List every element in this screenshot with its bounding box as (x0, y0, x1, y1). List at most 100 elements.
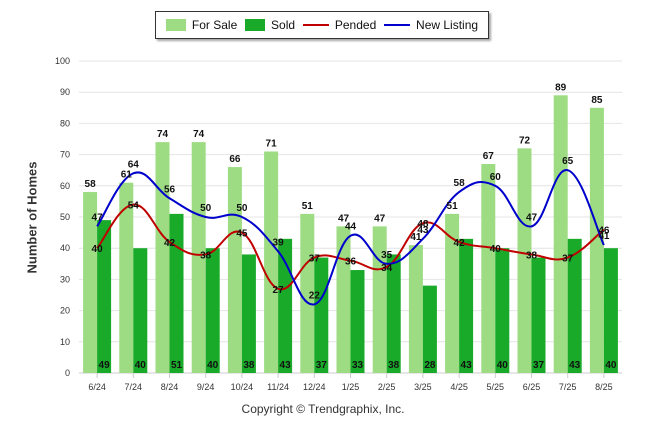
sold-bar (386, 254, 401, 373)
pended-value-label: 40 (92, 244, 104, 255)
for-sale-bar (191, 142, 206, 373)
sold-value-label: 40 (605, 360, 617, 371)
x-axis-ticks: 6/24 7/24 8/24 9/24 10/24 11/24 12/24 1/25 2/25 3… (88, 373, 613, 392)
x-tick-label: 2/25 (378, 382, 396, 392)
sold-value-label: 33 (352, 360, 364, 371)
pended-value-label: 42 (164, 238, 176, 249)
pended-value-label: 42 (454, 238, 466, 249)
sold-bar (97, 220, 112, 373)
new-listing-value-label: 58 (454, 178, 466, 189)
sold-value-label: 38 (243, 360, 255, 371)
for-sale-bar (264, 151, 279, 373)
pended-value-label: 37 (309, 254, 321, 265)
legend-item-sold[interactable]: Sold (245, 18, 295, 32)
x-tick-label: 4/25 (450, 382, 468, 392)
new-listing-value-label: 35 (381, 250, 393, 261)
sold-bar (567, 238, 582, 373)
legend-item-pended[interactable]: Pended (302, 18, 376, 32)
x-tick-label: 6/25 (523, 382, 541, 392)
sold-bar (495, 248, 510, 373)
new-listing-line-icon (384, 24, 411, 26)
sold-value-label: 43 (569, 360, 581, 371)
lines (96, 169, 605, 306)
sold-value-label: 40 (207, 360, 219, 371)
x-tick-label: 12/24 (303, 382, 326, 392)
new-listing-value-label: 64 (128, 159, 140, 170)
for-sale-bar (155, 142, 170, 373)
y-tick-label: 30 (60, 274, 70, 284)
y-tick-label: 70 (60, 150, 70, 160)
data-labels: 58 49 40 47 61 40 54 64 74 51 42 56 74 40 38 50 66 38 45 50… (85, 82, 617, 371)
sold-value-label: 43 (280, 360, 292, 371)
new-listing-value-label: 39 (273, 237, 285, 248)
new-listing-value-label: 50 (236, 203, 248, 214)
for-sale-bar (372, 226, 387, 373)
x-tick-label: 6/24 (88, 382, 106, 392)
pended-value-label: 27 (273, 285, 285, 296)
sold-value-label: 37 (533, 360, 545, 371)
y-axis-label: Number of Homes (24, 161, 40, 274)
pended-value-label: 38 (200, 250, 212, 261)
sold-value-label: 28 (424, 360, 436, 371)
pended-line (96, 203, 605, 291)
pended-value-label: 40 (490, 244, 502, 255)
y-tick-label: 50 (60, 212, 70, 222)
new-listing-value-label: 22 (309, 290, 321, 301)
legend-item-new-listing[interactable]: New Listing (384, 18, 478, 32)
sold-value-label: 40 (497, 360, 509, 371)
for-sale-value-label: 85 (591, 95, 603, 106)
sold-bar (531, 257, 546, 373)
sold-value-label: 38 (388, 360, 400, 371)
pended-line-icon (302, 24, 329, 26)
sold-value-label: 40 (135, 360, 147, 371)
y-tick-label: 100 (55, 56, 70, 66)
new-listing-value-label: 41 (598, 231, 610, 242)
for-sale-bar (336, 226, 351, 373)
for-sale-bar (300, 213, 315, 373)
y-tick-label: 80 (60, 118, 70, 128)
x-tick-label: 7/24 (125, 382, 143, 392)
for-sale-value-label: 74 (193, 129, 205, 140)
sold-value-label: 43 (461, 360, 473, 371)
x-tick-label: 8/25 (595, 382, 613, 392)
pended-value-label: 36 (345, 257, 357, 268)
y-tick-label: 10 (60, 337, 70, 347)
new-listing-value-label: 44 (345, 222, 357, 233)
new-listing-line (96, 169, 605, 306)
pended-value-label: 48 (417, 219, 429, 230)
legend-item-for-sale[interactable]: For Sale (165, 18, 237, 32)
sold-bar (422, 285, 437, 373)
for-sale-bar (589, 107, 604, 374)
for-sale-value-label: 67 (483, 151, 495, 162)
new-listing-value-label: 43 (417, 225, 429, 236)
x-tick-label: 8/24 (161, 382, 179, 392)
pended-value-label: 38 (526, 250, 538, 261)
sold-bar (314, 257, 329, 373)
legend-label-sold: Sold (271, 18, 296, 32)
for-sale-bar (481, 163, 496, 373)
x-tick-label: 9/24 (197, 382, 215, 392)
pended-value-label: 34 (381, 263, 393, 274)
for-sale-swatch-icon (165, 19, 186, 31)
for-sale-bar (119, 182, 134, 373)
y-tick-label: 40 (60, 243, 70, 253)
new-listing-value-label: 56 (164, 184, 176, 195)
sold-bar (241, 254, 256, 373)
sold-value-label: 49 (99, 360, 111, 371)
for-sale-value-label: 41 (410, 232, 422, 243)
pended-value-label: 54 (128, 201, 140, 212)
sold-bar (133, 248, 148, 373)
x-tick-label: 11/24 (267, 382, 289, 392)
for-sale-bar (83, 192, 98, 373)
y-tick-label: 20 (60, 306, 70, 316)
new-listing-value-label: 60 (490, 172, 502, 183)
copyright-footer: Copyright © Trendgraphix, Inc. (241, 402, 405, 416)
for-sale-bar (227, 167, 242, 373)
sold-bar (603, 248, 618, 373)
for-sale-bar (408, 245, 423, 373)
bars (83, 95, 618, 374)
y-tick-label: 90 (60, 87, 70, 97)
for-sale-value-label: 66 (229, 154, 241, 165)
sold-bar (459, 238, 474, 373)
for-sale-value-label: 74 (157, 129, 169, 140)
